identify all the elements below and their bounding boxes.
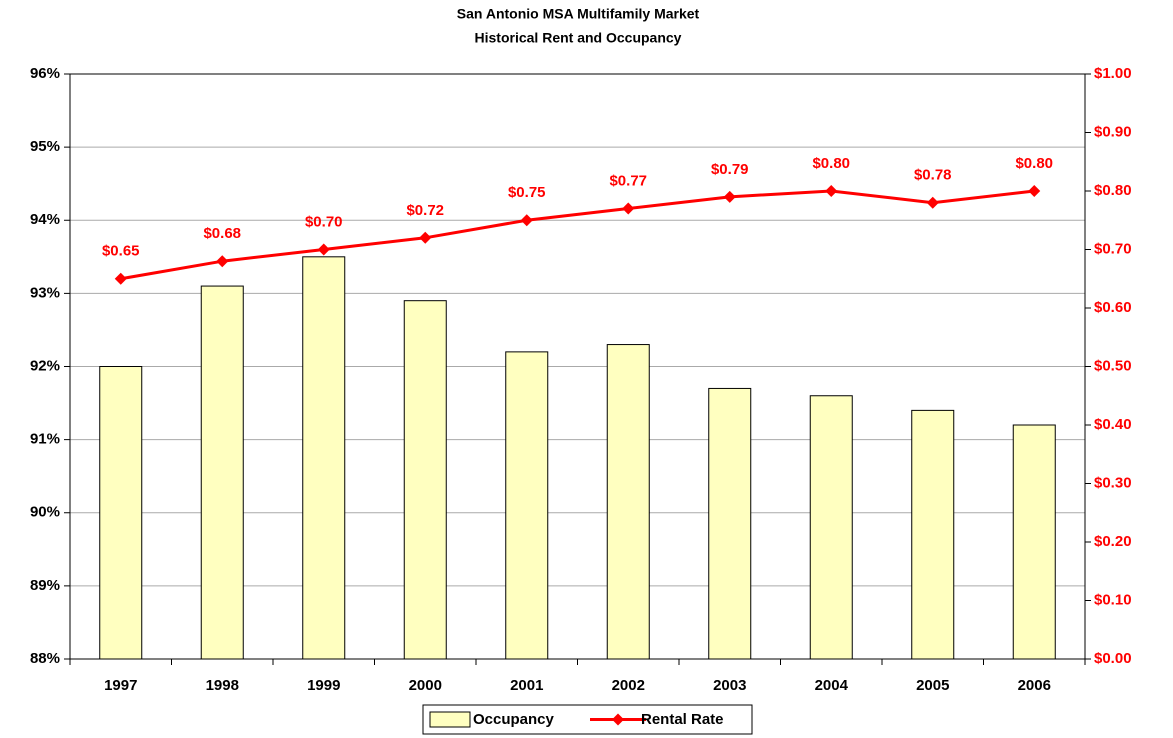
y-tick-label: 89%	[30, 577, 60, 594]
y2-tick-label: $0.30	[1094, 474, 1132, 491]
y2-tick-label: $0.00	[1094, 650, 1132, 667]
data-label: $0.80	[1015, 155, 1053, 172]
bar	[200, 285, 244, 660]
y-tick-label: 88%	[30, 650, 60, 667]
y2-tick-label: $0.60	[1094, 299, 1132, 316]
legend-label: Occupancy	[473, 711, 555, 728]
line-marker	[622, 202, 635, 215]
x-tick-label: 2005	[916, 677, 949, 694]
bar	[708, 387, 752, 660]
y2-tick-label: $0.20	[1094, 533, 1132, 550]
bar	[911, 409, 955, 660]
data-label: $0.79	[711, 161, 749, 178]
line-marker	[723, 190, 736, 203]
chart-title: San Antonio MSA Multifamily Market	[457, 6, 700, 22]
y2-tick-label: $0.40	[1094, 416, 1132, 433]
legend-swatch	[429, 711, 471, 728]
y-tick-label: 91%	[30, 431, 60, 448]
line	[120, 189, 1035, 281]
chart-subtitle: Historical Rent and Occupancy	[475, 30, 682, 46]
y2-tick-label: $0.90	[1094, 123, 1132, 140]
x-tick-label: 2004	[815, 677, 849, 694]
line-marker	[216, 255, 229, 268]
bar	[505, 351, 549, 660]
legend-label: Rental Rate	[641, 711, 724, 728]
y2-tick-label: $0.10	[1094, 591, 1132, 608]
legend-box	[422, 704, 753, 735]
line-marker	[114, 272, 127, 285]
y2-tick-label: $0.80	[1094, 182, 1132, 199]
bar	[809, 395, 853, 660]
y2-tick-label: $1.00	[1094, 65, 1132, 82]
line-marker	[1028, 185, 1041, 197]
bar	[606, 344, 650, 660]
legend-marker	[612, 713, 624, 726]
line-marker	[825, 185, 838, 197]
y2-tick-label: $0.70	[1094, 240, 1132, 257]
bar	[99, 366, 143, 660]
x-tick-label: 2003	[713, 677, 746, 694]
x-tick-label: 2001	[510, 677, 543, 694]
line-marker	[926, 196, 939, 209]
x-tick-label: 1999	[307, 677, 340, 694]
data-label: $0.80	[812, 155, 850, 172]
line-marker	[520, 214, 533, 227]
y-tick-label: 93%	[30, 284, 60, 301]
data-label: $0.70	[305, 213, 343, 230]
y-tick-label: 92%	[30, 357, 60, 374]
line-marker	[317, 243, 330, 256]
bar	[302, 256, 346, 660]
y2-tick-label: $0.50	[1094, 357, 1132, 374]
bar	[1012, 424, 1056, 660]
x-tick-label: 1998	[206, 677, 239, 694]
bar	[403, 300, 447, 660]
data-label: $0.75	[508, 184, 546, 201]
x-tick-label: 1997	[104, 677, 137, 694]
data-label: $0.78	[914, 167, 952, 184]
y-tick-label: 96%	[30, 65, 60, 82]
x-tick-label: 2002	[612, 677, 645, 694]
data-label: $0.72	[406, 202, 444, 219]
data-label: $0.65	[102, 243, 140, 260]
y-tick-label: 94%	[30, 211, 60, 228]
data-label: $0.77	[609, 173, 647, 190]
y-tick-label: 95%	[30, 138, 60, 155]
x-tick-label: 2000	[409, 677, 442, 694]
data-label: $0.68	[203, 225, 241, 242]
y-tick-label: 90%	[30, 504, 60, 521]
x-tick-label: 2006	[1018, 677, 1051, 694]
line-marker	[419, 231, 432, 244]
